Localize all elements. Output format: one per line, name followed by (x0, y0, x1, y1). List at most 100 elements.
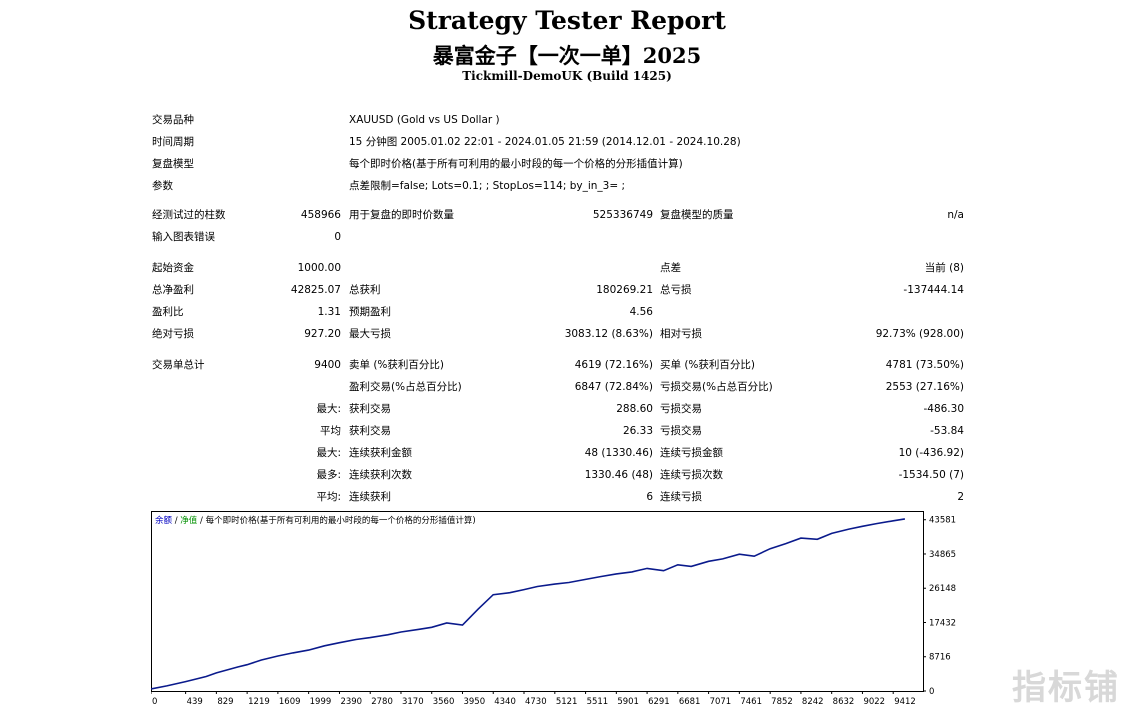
max-consec-loss-label: 连续亏损次数 (660, 469, 723, 481)
y-tick-label: 26148 (929, 584, 956, 594)
legend-separator: / (172, 516, 180, 526)
x-tick-label: 4730 (525, 697, 547, 707)
x-tick-label: 7852 (771, 697, 793, 707)
avg-profit-label: 获利交易 (349, 425, 391, 437)
y-tick-label: 8716 (929, 653, 951, 663)
x-tick-label: 1219 (248, 697, 270, 707)
average-row-label: 平均 (320, 425, 341, 437)
largest-loss-label: 亏损交易 (660, 403, 702, 415)
most-consec-row-label: 最多: (316, 469, 341, 481)
max-consec-losses-label: 连续亏损金额 (660, 447, 723, 459)
avg-profit-value: 26.33 (622, 425, 653, 437)
avg-consec-losses-label: 连续亏损 (660, 491, 702, 503)
ticks-label: 用于复盘的即时价数量 (349, 209, 454, 221)
max-drawdown-label: 最大亏损 (349, 328, 391, 340)
x-tick-label: 6681 (679, 697, 701, 707)
max-drawdown-value: 3083.12 (8.63%) (564, 328, 653, 340)
total-trades-value: 9400 (314, 359, 341, 371)
x-tick-label: 3170 (402, 697, 424, 707)
x-tick-label: 8632 (833, 697, 855, 707)
deposit-label: 起始资金 (152, 262, 194, 274)
profit-factor-value: 1.31 (317, 306, 341, 318)
balance-series-line (150, 518, 906, 690)
x-tick-label: 0 (152, 697, 157, 707)
largest-profit-value: 288.60 (616, 403, 653, 415)
x-tick-label: 7071 (710, 697, 732, 707)
y-tick-label: 17432 (929, 618, 956, 628)
x-tick-label: 2780 (371, 697, 393, 707)
quality-label: 复盘模型的质量 (660, 209, 734, 221)
profit-factor-label: 盈利比 (152, 306, 184, 318)
legend-balance: 余额 (155, 515, 173, 526)
long-trades-value: 4781 (73.50%) (885, 359, 964, 371)
avg-consec-wins-label: 连续获利 (349, 491, 391, 503)
x-tick-label: 3560 (433, 697, 455, 707)
chart-legend: 余额 / 净值 / 每个即时价格(基于所有可利用的最小时段的每一个价格的分形插值… (155, 515, 476, 526)
max-consec-loss-value: -1534.50 (7) (898, 469, 964, 481)
spread-label: 点差 (660, 262, 681, 274)
rel-drawdown-label: 相对亏损 (660, 328, 702, 340)
gross-profit-value: 180269.21 (596, 284, 653, 296)
bars-label: 经测试过的柱数 (152, 209, 226, 221)
watermark-logo: 指标铺 (1012, 668, 1120, 708)
x-tick-label: 439 (187, 697, 203, 707)
gross-loss-label: 总亏损 (660, 284, 692, 296)
parameters-label: 参数 (152, 180, 173, 192)
period-value: 15 分钟图 2005.01.02 22:01 - 2024.01.05 21:… (349, 136, 741, 148)
total-trades-label: 交易单总计 (152, 359, 205, 371)
max-consec-wins-label: 连续获利金额 (349, 447, 412, 459)
max-consec-profit-label: 连续获利次数 (349, 469, 412, 481)
x-tick-label: 1609 (279, 697, 301, 707)
net-profit-label: 总净盈利 (152, 284, 194, 296)
x-axis: 0 439 829 1219 1609 1999 2390 2780 3170 3560 3950 4… (150, 691, 916, 707)
short-trades-label: 卖单 (%获利百分比) (349, 359, 445, 371)
abs-drawdown-label: 绝对亏损 (152, 328, 194, 340)
avg-loss-label: 亏损交易 (660, 425, 702, 437)
gross-loss-value: -137444.14 (903, 284, 964, 296)
model-label: 复盘模型 (152, 158, 194, 170)
max-consec-losses-value: 10 (-436.92) (898, 447, 964, 459)
profit-trades-value: 6847 (72.84%) (574, 381, 653, 393)
x-tick-label: 1999 (310, 697, 332, 707)
expected-payoff-label: 预期盈利 (349, 306, 391, 318)
long-trades-label: 买单 (%获利百分比) (660, 359, 756, 371)
expected-payoff-value: 4.56 (629, 306, 653, 318)
y-tick-label: 0 (929, 687, 934, 697)
server-build: Tickmill-DemoUK (Build 1425) (462, 69, 672, 83)
loss-trades-value: 2553 (27.16%) (885, 381, 964, 393)
x-tick-label: 4340 (494, 697, 516, 707)
report-title: Strategy Tester Report (408, 6, 726, 35)
short-trades-value: 4619 (72.16%) (574, 359, 653, 371)
balance-chart: 余额 / 净值 / 每个即时价格(基于所有可利用的最小时段的每一个价格的分形插值… (150, 511, 968, 708)
x-tick-label: 2390 (340, 697, 362, 707)
x-tick-label: 5121 (556, 697, 578, 707)
y-tick-label: 34865 (929, 550, 956, 560)
spread-value: 当前 (8) (924, 262, 964, 274)
y-tick-label: 43581 (929, 516, 956, 526)
avg-consec-wins-value: 6 (646, 491, 653, 503)
ticks-value: 525336749 (592, 209, 653, 221)
errors-value: 0 (334, 231, 341, 243)
bars-value: 458966 (300, 209, 341, 221)
avg-consec-losses-value: 2 (957, 491, 964, 503)
avg-loss-value: -53.84 (930, 425, 964, 437)
largest-row-label: 最大: (316, 403, 341, 415)
deposit-value: 1000.00 (297, 262, 341, 274)
net-profit-value: 42825.07 (290, 284, 341, 296)
x-tick-label: 5901 (617, 697, 639, 707)
x-tick-label: 9412 (894, 697, 916, 707)
x-tick-label: 6291 (648, 697, 670, 707)
x-tick-label: 7461 (740, 697, 762, 707)
errors-label: 输入图表错误 (152, 231, 215, 243)
rel-drawdown-value: 92.73% (928.00) (875, 328, 964, 340)
x-tick-label: 829 (217, 697, 233, 707)
profit-trades-label: 盈利交易(%占总百分比) (349, 381, 462, 393)
period-label: 时间周期 (152, 136, 194, 148)
quality-value: n/a (947, 209, 964, 221)
largest-profit-label: 获利交易 (349, 403, 391, 415)
gross-profit-label: 总获利 (349, 284, 381, 296)
expert-name: 暴富金子【一次一单】2025 (432, 43, 702, 68)
legend-separator: / (197, 516, 205, 526)
symbol-label: 交易品种 (152, 114, 194, 126)
balance-chart-svg: 余额 / 净值 / 每个即时价格(基于所有可利用的最小时段的每一个价格的分形插值… (150, 511, 956, 707)
